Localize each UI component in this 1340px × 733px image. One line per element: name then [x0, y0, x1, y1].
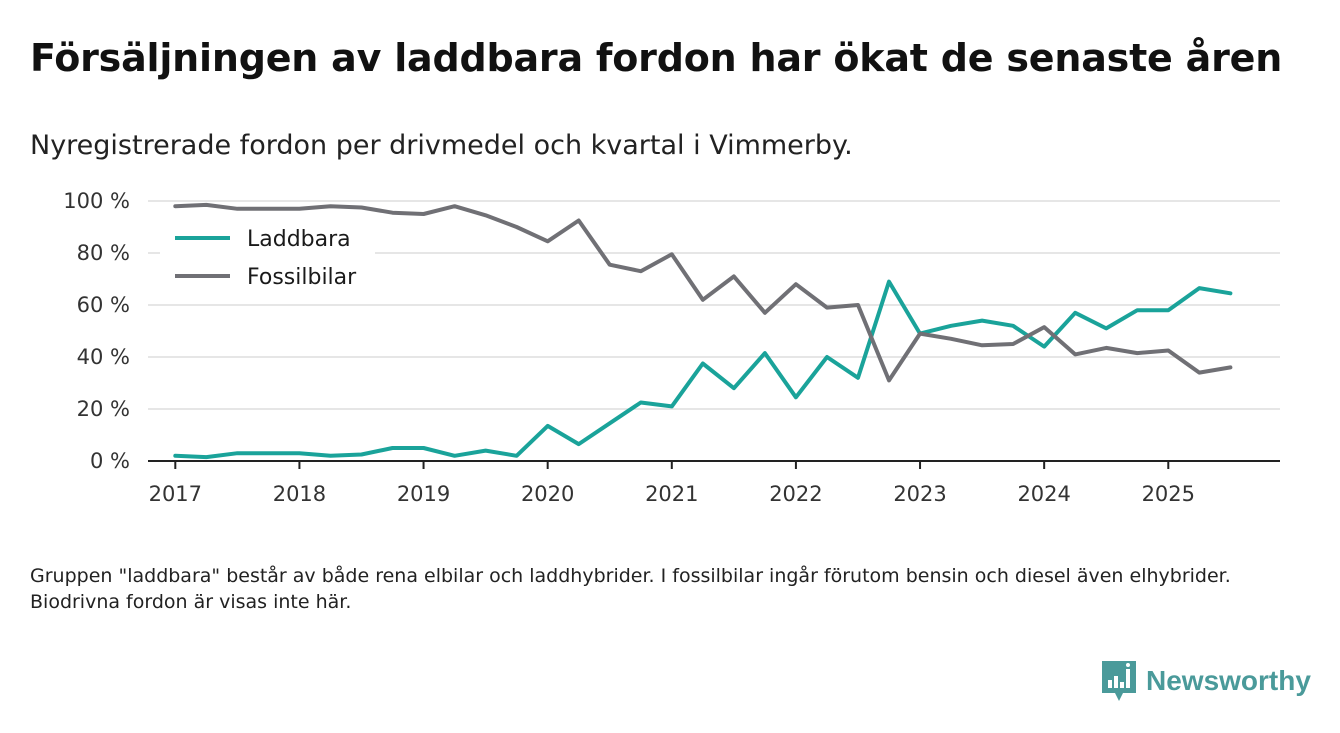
legend-label: Fossilbilar — [247, 265, 357, 290]
legend-label: Laddbara — [247, 227, 351, 252]
y-tick-label: 40 % — [77, 345, 130, 369]
y-tick-label: 0 % — [90, 449, 130, 473]
legend: Laddbara Fossilbilar — [160, 218, 375, 298]
series-lines — [173, 202, 1233, 460]
x-tick-label: 2019 — [397, 482, 450, 506]
line-chart: 0 % 20 % 40 % 60 % 80 % 100 % 2017 2018 2019 2020… — [63, 189, 1280, 506]
x-tick-label: 2020 — [521, 482, 574, 506]
y-tick-label: 60 % — [77, 293, 130, 317]
x-tick-label: 2023 — [893, 482, 946, 506]
axes: 0 % 20 % 40 % 60 % 80 % 100 % 2017 2018 2019 2020… — [63, 189, 1280, 506]
series-line-fossilbilar — [173, 202, 1233, 383]
series-line-laddbara — [173, 279, 1233, 460]
brand-name: Newsworthy — [1146, 665, 1311, 696]
legend-background — [160, 218, 375, 298]
footnote: Gruppen "laddbara" består av både rena e… — [30, 565, 1231, 613]
x-tick-label: 2018 — [273, 482, 326, 506]
x-tick-label: 2024 — [1017, 482, 1070, 506]
x-tick-label: 2021 — [645, 482, 698, 506]
x-tick-label: 2022 — [769, 482, 822, 506]
bar-chart-icon — [1102, 661, 1136, 701]
y-tick-label: 20 % — [77, 397, 130, 421]
x-tick-label: 2017 — [149, 482, 202, 506]
y-tick-label: 100 % — [63, 189, 130, 213]
x-tick-label: 2025 — [1142, 482, 1195, 506]
y-tick-label: 80 % — [77, 241, 130, 265]
brand[interactable]: Newsworthy — [1102, 660, 1311, 702]
chart-title: Försäljningen av laddbara fordon har öka… — [30, 36, 1283, 80]
chart-subtitle: Nyregistrerade fordon per drivmedel och … — [30, 130, 853, 161]
